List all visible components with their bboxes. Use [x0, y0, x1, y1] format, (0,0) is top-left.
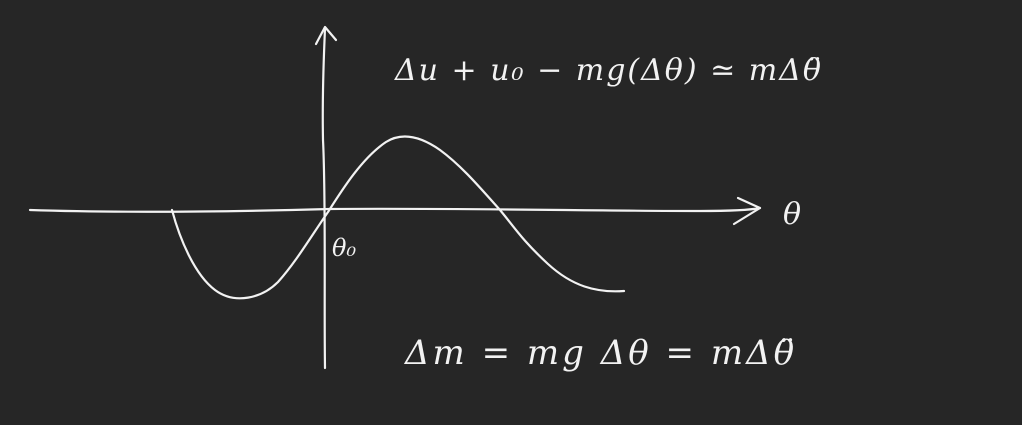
y-axis-line: [321, 26, 327, 370]
y-axis-arrowhead: [314, 25, 338, 46]
potential-curve: [170, 135, 626, 300]
x-axis-arrowhead: [732, 196, 762, 226]
origin-label: θ₀: [332, 234, 356, 262]
x-axis-label: θ: [783, 197, 801, 232]
equation-bottom: Δm = mg Δθ = mΔθ̈: [403, 333, 797, 373]
x-axis: θ: [28, 196, 801, 232]
y-axis: [314, 25, 338, 370]
x-axis-line: [28, 206, 762, 213]
equation-top: Δu + u₀ − mg(Δθ) ≃ mΔθ̈: [394, 53, 823, 88]
